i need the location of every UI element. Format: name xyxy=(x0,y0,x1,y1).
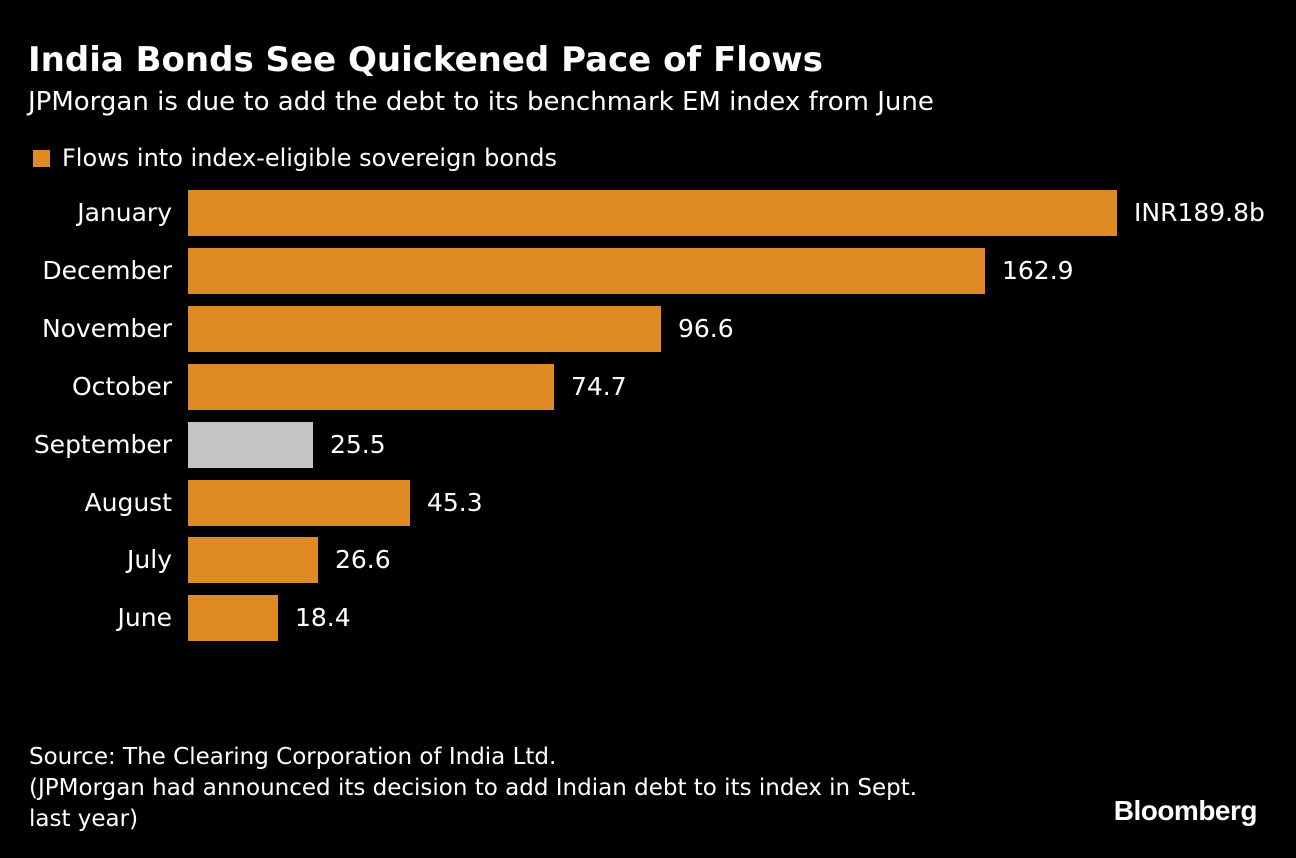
category-label-august: August xyxy=(84,488,173,517)
value-label-october: 74.7 xyxy=(571,372,627,401)
category-label-july: July xyxy=(127,545,172,574)
bar-january xyxy=(188,190,1117,236)
bar-october xyxy=(188,364,554,410)
chart-subtitle: JPMorgan is due to add the debt to its b… xyxy=(28,87,934,117)
value-label-july: 26.6 xyxy=(335,545,391,574)
legend-swatch xyxy=(33,149,50,167)
value-label-december: 162.9 xyxy=(1002,256,1074,285)
bar-september xyxy=(188,422,313,468)
chart-title: India Bonds See Quickened Pace of Flows xyxy=(28,40,823,80)
source-note: Source: The Clearing Corporation of Indi… xyxy=(29,744,918,832)
legend: Flows into index-eligible sovereign bond… xyxy=(33,142,557,174)
category-label-december: December xyxy=(42,256,172,285)
bar-july xyxy=(188,537,318,583)
legend-label: Flows into index-eligible sovereign bond… xyxy=(62,144,558,172)
bar-november xyxy=(188,306,661,352)
category-label-september: September xyxy=(33,430,172,459)
category-label-november: November xyxy=(41,314,172,343)
bar-august xyxy=(188,480,410,526)
value-label-august: 45.3 xyxy=(427,488,483,517)
bloomberg-logo: Bloomberg xyxy=(1113,795,1258,826)
value-label-november: 96.6 xyxy=(678,314,734,343)
category-label-january: January xyxy=(77,198,172,227)
value-label-june: 18.4 xyxy=(295,603,351,632)
bar-june xyxy=(188,595,278,641)
value-label-september: 25.5 xyxy=(330,430,386,459)
category-label-october: October xyxy=(71,372,172,401)
bar-december xyxy=(188,248,985,294)
value-label-january: INR189.8b xyxy=(1134,198,1265,227)
category-label-june: June xyxy=(117,603,172,632)
